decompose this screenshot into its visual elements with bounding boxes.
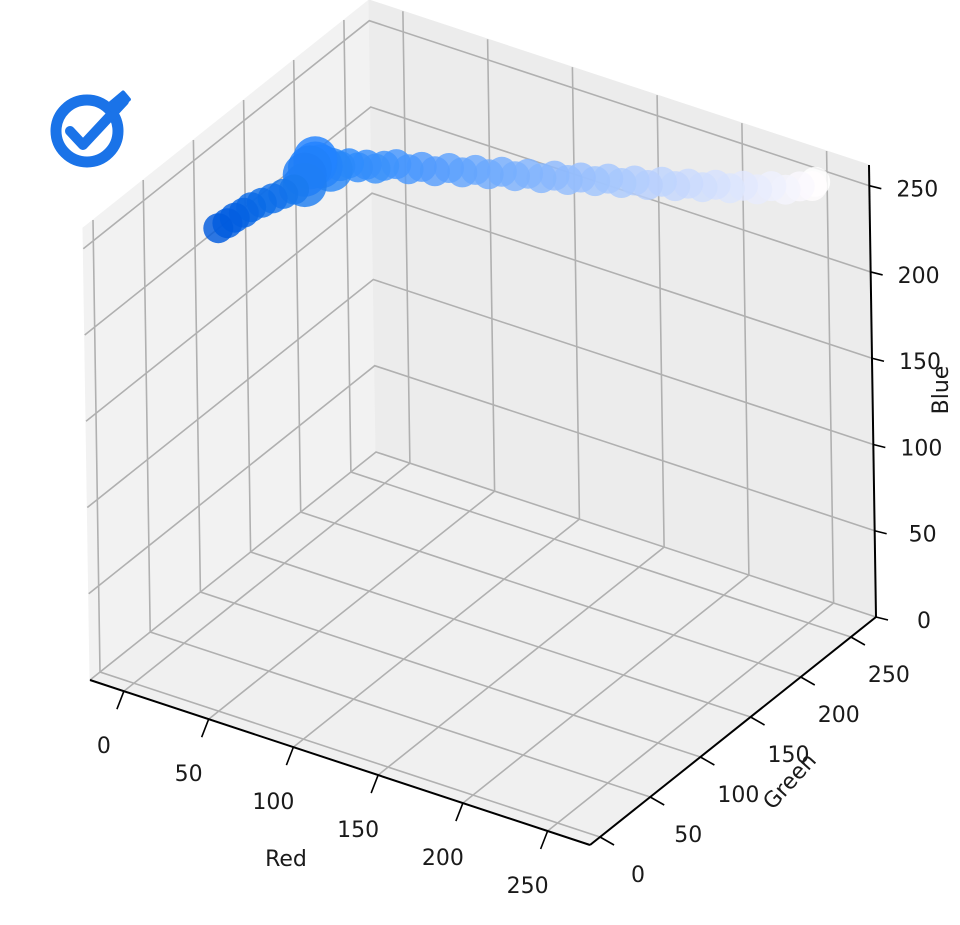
axis-panes [82, 0, 878, 846]
y-tick-label: 200 [818, 703, 860, 728]
x-tick-label: 150 [337, 818, 379, 843]
gridline-y [242, 99, 751, 718]
x-tick [116, 690, 125, 710]
x-tick [370, 774, 379, 794]
tick-marks: 0 0 0 50 50 50 100 100 100 150 150 150 200 200 200 250 2… [97, 178, 942, 899]
z-axis-line [868, 164, 877, 618]
x-tick-label: 0 [97, 734, 111, 759]
z-tick-label: 0 [917, 609, 931, 634]
gridline-x [208, 39, 496, 720]
y-tick [800, 676, 816, 686]
gridline-z [85, 192, 873, 422]
gridline-x [462, 123, 750, 804]
y-tick-label: 150 [768, 743, 810, 768]
gridline-y [192, 139, 701, 758]
gridline-z [88, 364, 875, 595]
check-circle-icon [50, 90, 131, 168]
x-tick-label: 250 [507, 874, 549, 899]
y-tick [649, 796, 665, 806]
y-tick-label: 0 [631, 863, 645, 888]
x-axis-line [89, 679, 591, 846]
z-tick [875, 616, 889, 621]
y-tick-label: 250 [868, 663, 910, 688]
z-tick [869, 184, 882, 190]
z-tick-label: 150 [899, 350, 941, 375]
x-axis-label: Red [265, 847, 307, 872]
z-tick [873, 443, 886, 449]
gridline-z [89, 451, 877, 681]
z-tick-label: 50 [909, 523, 937, 548]
z-tick-label: 250 [896, 178, 938, 203]
y-tick [699, 756, 715, 766]
data-points [203, 136, 831, 244]
z-tick-label: 200 [898, 264, 940, 289]
y-tick [850, 636, 866, 646]
y-axis-line [589, 616, 877, 846]
x-tick-label: 100 [252, 790, 294, 815]
gridline-y [142, 179, 651, 798]
y-tick [750, 716, 765, 726]
gridline-x [547, 150, 835, 832]
gridline-z [86, 278, 874, 509]
gridline-x [377, 95, 665, 776]
z-tick-label: 100 [900, 436, 942, 461]
x-tick [200, 718, 210, 738]
x-tick-label: 200 [422, 846, 464, 871]
y-tick-label: 50 [674, 823, 702, 848]
gridline-y [292, 59, 801, 678]
gridline-x [292, 67, 581, 748]
z-tick [874, 529, 887, 535]
z-axis-label: Blue [929, 366, 954, 415]
axis-lines [89, 164, 877, 846]
z-tick [870, 271, 883, 276]
data-point [203, 213, 234, 244]
x-tick [455, 802, 464, 822]
gridlines [82, 11, 877, 838]
y-tick [599, 836, 615, 846]
gridline-z [84, 106, 871, 336]
x-tick-label: 50 [175, 762, 203, 787]
gridline-z [82, 19, 870, 250]
y-tick-label: 100 [717, 783, 759, 808]
x-tick [539, 830, 549, 850]
z-tick [871, 357, 885, 362]
x-tick [285, 746, 295, 766]
